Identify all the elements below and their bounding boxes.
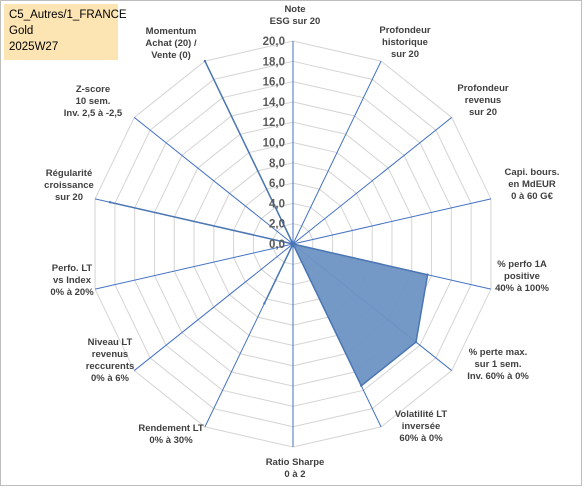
axis-label-5: % perte max. sur 1 sem. Inv. 60% à 0% (467, 347, 529, 382)
tick-label: 16,0 (263, 77, 285, 89)
axis-label-8: Rendement LT 0% à 30% (138, 423, 203, 446)
tick-label: 0,0 (269, 239, 285, 251)
axis-label-10: Perfo. LT vs Index 0% à 20% (50, 263, 94, 298)
axis-spoke-9 (133, 243, 294, 371)
axis-label-4: % perfo 1A positive 40% à 100% (495, 259, 549, 294)
axis-label-12: Z-score 10 sem. Inv. 2,5 à -2,5 (64, 84, 123, 119)
axis-spoke-2 (292, 117, 453, 245)
data-point-13 (203, 59, 207, 63)
axis-label-7: Ratio Sharpe 0 à 2 (266, 457, 325, 480)
axis-label-6: Volatilité LT inversée 60% à 0% (395, 409, 448, 444)
axis-spoke-1 (292, 60, 382, 245)
data-point-8 (263, 302, 266, 305)
tick-label: 20,0 (263, 36, 285, 48)
axis-label-0: Note ESG sur 20 (270, 4, 321, 27)
tick-label: 2,0 (269, 219, 285, 231)
axis-label-9: Niveau LT revenus reccurents 0% à 6% (86, 337, 135, 384)
tick-label: 12,0 (263, 117, 285, 129)
axis-label-11: Régularité croissance sur 20 (44, 168, 94, 203)
tick-label: 14,0 (263, 97, 285, 109)
info-line-3: 2025W27 (9, 41, 59, 53)
axis-spoke-3 (292, 198, 492, 245)
axis-spoke-12 (133, 117, 294, 245)
tick-label: 8,0 (269, 158, 285, 170)
data-point-12 (291, 242, 295, 246)
tick-label: 6,0 (269, 178, 285, 190)
info-line-1: C5_Autres/1_FRANCE (9, 9, 127, 21)
axis-label-3: Capi. bours. en MdEUR 0 à 60 G€ (505, 167, 560, 202)
data-point-6 (360, 384, 363, 387)
info-line-2: Gold (9, 25, 34, 37)
info-box: C5_Autres/1_FRANCE Gold 2025W27 (4, 4, 127, 60)
axis-label-13: Momentum Achat (20) / Vente (0) (145, 26, 197, 61)
axis-spoke-10 (94, 243, 294, 290)
data-point-11 (108, 201, 112, 204)
tick-label: 4,0 (269, 198, 285, 210)
tick-label: 10,0 (263, 138, 285, 150)
tick-label: 18,0 (263, 56, 285, 68)
data-point-5 (414, 340, 418, 344)
axis-label-1: Profondeur historique sur 20 (379, 25, 430, 60)
data-point-4 (426, 273, 429, 276)
axis-label-2: Profondeur revenus sur 20 (457, 83, 508, 118)
